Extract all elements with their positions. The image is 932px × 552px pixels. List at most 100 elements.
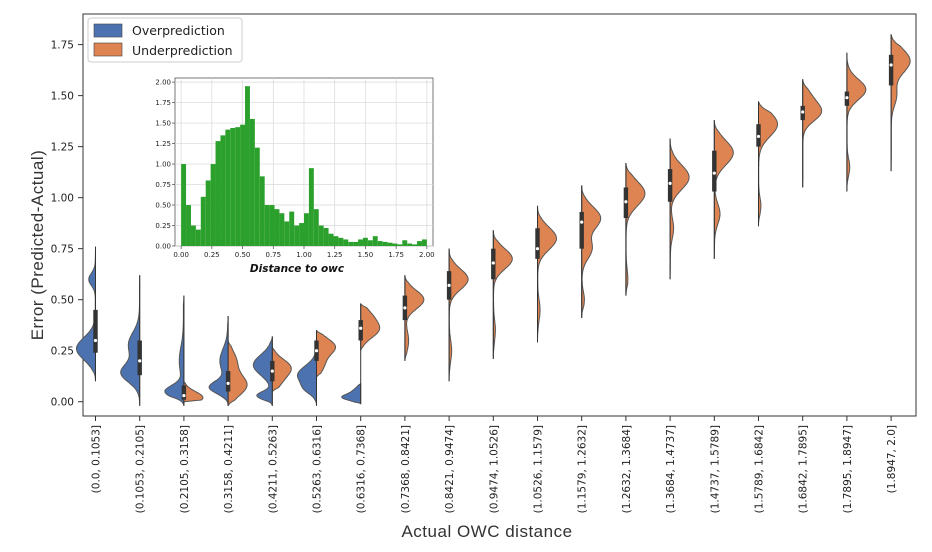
violin-iqr-box	[358, 320, 363, 341]
inset-bar	[274, 209, 280, 246]
inset-bar	[259, 176, 265, 246]
violin-iqr-box	[535, 228, 540, 259]
inset-x-tick-label: 0.00	[173, 251, 189, 259]
legend-swatch-underprediction	[93, 42, 123, 57]
violin-iqr-box	[137, 340, 142, 376]
violin-iqr-box	[181, 385, 187, 400]
violin-median-dot	[403, 306, 407, 310]
inset-x-tick-label: 1.50	[358, 251, 374, 259]
main-x-tick-label: (1.2632, 1.3684]	[621, 425, 633, 513]
inset-bar	[269, 205, 275, 246]
inset-x-tick-label: 2.00	[419, 251, 435, 259]
violin-median-dot	[624, 200, 628, 204]
inset-bar	[372, 236, 378, 246]
inset-x-tick-label: 0.75	[265, 251, 281, 259]
inset-bar	[284, 221, 290, 246]
violin-underprediction	[625, 162, 646, 296]
violin-median-dot	[801, 110, 805, 114]
inset-ticks: 0.00 0.25 0.50 0.75 1.00 1.25 1.50 1.75 2.00 0.00…	[155, 79, 434, 259]
main-x-tick-label: (0.5263, 0.6316]	[312, 425, 324, 513]
inset-x-tick-label: 1.00	[296, 251, 312, 259]
main-x-ticks: (0.0, 0.1053] (0.1053, 0.2105] (0.2105, 0.…	[91, 416, 898, 513]
inset-bar	[377, 241, 383, 246]
inset-x-axis-label: Distance to owc	[250, 263, 345, 275]
violin-median-dot	[182, 393, 186, 398]
main-y-tick-label: 1.75	[51, 40, 74, 52]
inset-x-tick-label: 1.75	[388, 251, 404, 259]
inset-bar	[313, 209, 319, 246]
violin-iqr-box	[712, 150, 717, 192]
inset-bars	[181, 86, 427, 246]
main-x-tick-label: (0.4211, 0.5263]	[267, 425, 279, 513]
violin-median-dot	[580, 220, 584, 224]
violin-underprediction	[360, 303, 381, 351]
main-y-tick-label: 1.00	[51, 193, 74, 205]
inset-bar	[328, 233, 334, 246]
inset-bar	[264, 205, 270, 246]
inset-y-tick-label: 1.50	[155, 120, 171, 128]
main-y-tick-label: 0.25	[51, 346, 74, 358]
main-x-tick-label: (1.3684, 1.4737]	[665, 425, 677, 513]
inset-y-tick-label: 0.25	[155, 222, 171, 230]
main-y-tick-label: 0.50	[51, 295, 74, 307]
violin-median-dot	[756, 134, 761, 139]
violin-median-dot	[491, 261, 495, 265]
violin-median-dot	[226, 381, 230, 385]
x-axis-label: Actual OWC distance	[401, 522, 572, 541]
inset-bar	[362, 237, 368, 246]
inset-y-tick-label: 2.00	[155, 79, 171, 87]
inset-x-tick-label: 0.50	[235, 251, 251, 259]
legend-swatch-overprediction	[93, 23, 123, 38]
inset-bar	[181, 164, 187, 246]
violin-underprediction	[183, 381, 204, 403]
inset-y-tick-label: 0.00	[155, 243, 171, 251]
y-axis-label: Error (Predicted-Actual)	[28, 150, 47, 341]
inset-bar	[353, 241, 359, 246]
inset-bar	[235, 127, 241, 246]
violin-median-dot	[712, 171, 716, 175]
inset-bar	[382, 241, 388, 246]
violin-median-dot	[668, 181, 672, 185]
main-y-tick-label: 1.50	[51, 91, 74, 103]
main-x-tick-label: (1.1579, 1.2632]	[577, 425, 589, 513]
main-x-tick-label: (0.6316, 0.7368]	[356, 425, 368, 513]
inset-bar	[407, 243, 413, 246]
inset-bar	[308, 168, 314, 246]
violin-median-dot	[447, 283, 451, 288]
inset-y-tick-label: 0.75	[155, 181, 171, 189]
inset-bar	[421, 239, 427, 246]
inset-bar	[210, 164, 216, 246]
violin-iqr-box	[579, 211, 584, 249]
legend-label-overprediction: Overprediction	[132, 23, 225, 38]
main-x-tick-label: (1.4737, 1.5789]	[709, 425, 721, 513]
violin-plots	[76, 34, 911, 407]
violin-median-dot	[270, 369, 274, 373]
main-y-ticks: 0.00 0.25 0.50 0.75 1.00 1.25 1.50 1.75	[51, 40, 83, 409]
violin-iqr-box	[225, 371, 231, 392]
inset-bar	[333, 236, 339, 246]
main-y-tick-label: 0.75	[51, 244, 74, 256]
violin-median-dot	[314, 349, 319, 353]
violin-underprediction	[227, 340, 248, 407]
inset-bar	[220, 135, 226, 246]
violin-overprediction	[341, 383, 362, 405]
main-y-tick-label: 0.00	[51, 397, 74, 409]
inset-bar	[402, 240, 408, 246]
violin-iqr-box	[93, 309, 98, 353]
inset-bar	[323, 227, 329, 246]
main-x-tick-label: (0.3158, 0.4211]	[223, 425, 235, 513]
inset-bar	[205, 180, 211, 246]
inset-bar	[338, 237, 344, 246]
main-x-tick-label: (0.0, 0.1053]	[91, 425, 103, 493]
inset-bar	[240, 124, 246, 246]
inset-bar	[294, 225, 300, 246]
inset-x-tick-label: 0.25	[204, 251, 220, 259]
inset-x-tick-label: 1.25	[327, 251, 343, 259]
inset-y-tick-label: 1.00	[155, 161, 171, 169]
inset-bar	[392, 243, 398, 246]
inset-bar	[279, 213, 285, 246]
main-x-tick-label: (0.7368, 0.8421]	[400, 425, 412, 513]
violin-overprediction	[208, 316, 229, 406]
violin-overprediction	[252, 336, 273, 406]
